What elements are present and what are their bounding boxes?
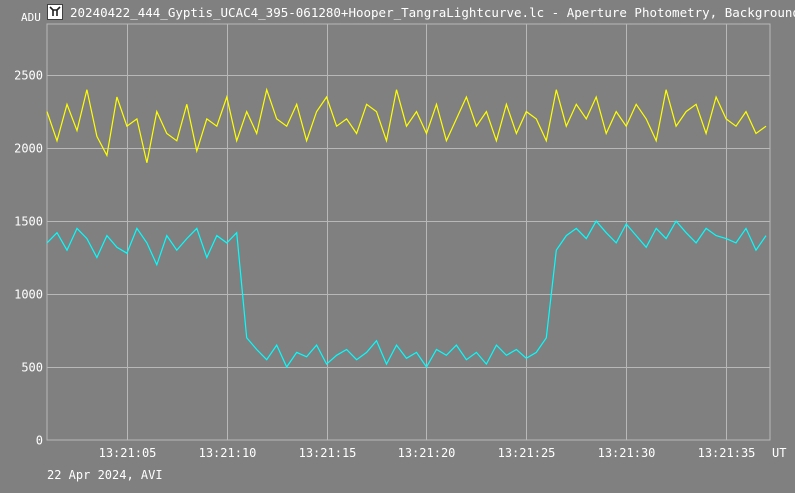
y-tick-label: 1000 bbox=[14, 288, 43, 302]
window-title-text: 20240422_444_Gyptis_UCAC4_395-061280+Hoo… bbox=[70, 4, 795, 20]
y-tick-label: 0 bbox=[36, 434, 43, 448]
tangra-app-icon bbox=[47, 4, 63, 20]
x-tick-label: 13:21:20 bbox=[398, 446, 456, 460]
y-tick-label: 1500 bbox=[14, 215, 43, 229]
comparison-star-series-line bbox=[46, 87, 767, 163]
x-tick-label: 13:21:10 bbox=[199, 446, 257, 460]
y-axis-unit-label: ADU bbox=[21, 11, 41, 24]
x-tick-label: 13:21:35 bbox=[698, 446, 756, 460]
x-axis-unit-label: UT bbox=[772, 446, 786, 460]
x-tick-label: 13:21:15 bbox=[299, 446, 357, 460]
footer-date-label: 22 Apr 2024, AVI bbox=[47, 468, 163, 482]
x-tick-label: 13:21:05 bbox=[99, 446, 157, 460]
y-tick-label: 2000 bbox=[14, 142, 43, 156]
y-tick-label: 500 bbox=[21, 361, 43, 375]
x-tick-label: 13:21:25 bbox=[498, 446, 556, 460]
y-tick-label: 2500 bbox=[14, 69, 43, 83]
target-star-series-line bbox=[46, 220, 767, 369]
x-tick-label: 13:21:30 bbox=[598, 446, 656, 460]
window-title-bar: 20240422_444_Gyptis_UCAC4_395-061280+Hoo… bbox=[47, 0, 795, 24]
plot-frame bbox=[46, 23, 771, 441]
